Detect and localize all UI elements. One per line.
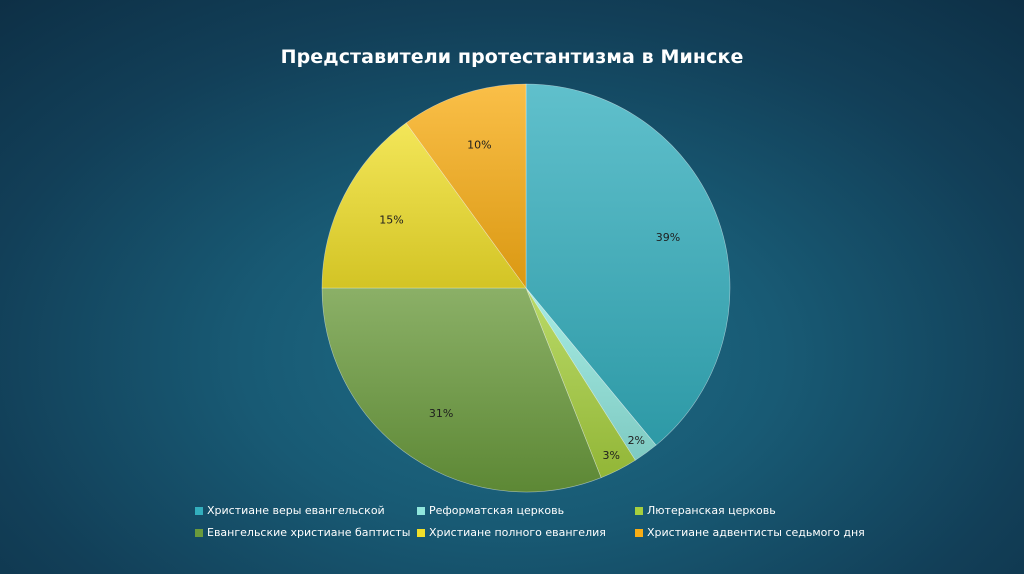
legend-swatch	[195, 528, 203, 537]
legend-swatch	[417, 528, 425, 537]
legend-label: Христиане веры евангельской	[207, 504, 385, 517]
slice-label-5: 15%	[379, 214, 403, 227]
legend-item-1: Христиане веры евангельской	[195, 504, 417, 517]
legend-label: Евангельские христиане баптисты	[207, 526, 411, 539]
legend-item-2: Реформатская церковь	[417, 504, 635, 517]
pie-slice-1	[525, 83, 731, 446]
slice-labels-layer: 39% 2% 3% 31% 15% 10%	[379, 138, 680, 462]
pie-slice-5	[321, 122, 527, 289]
legend: Христиане веры евангельской Реформатская …	[195, 504, 915, 539]
slice-label-6: 10%	[467, 138, 491, 151]
legend-label: Реформатская церковь	[429, 504, 565, 517]
chart-title: Представители протестантизма в Минске	[280, 46, 744, 68]
legend-label: Лютеранская церковь	[647, 504, 776, 517]
legend-swatch	[195, 506, 203, 515]
slice-label-1: 39%	[656, 231, 680, 244]
slice-label-3: 3%	[602, 449, 619, 462]
slices-layer	[321, 83, 731, 493]
legend-item-5: Христиане полного евангелия	[417, 526, 635, 539]
legend-label: Христиане адвентисты седьмого дня	[647, 526, 865, 539]
legend-swatch	[417, 506, 425, 515]
slice-label-2: 2%	[628, 434, 645, 447]
legend-swatch	[635, 506, 643, 515]
legend-item-6: Христиане адвентисты седьмого дня	[635, 526, 895, 539]
legend-swatch	[635, 528, 643, 537]
legend-item-3: Лютеранская церковь	[635, 504, 895, 517]
slice-label-4: 31%	[429, 407, 453, 420]
pie-slice-4	[321, 287, 602, 493]
legend-label: Христиане полного евангелия	[429, 526, 606, 539]
legend-item-4: Евангельские христиане баптисты	[195, 526, 417, 539]
pie-slice-6	[405, 83, 527, 289]
